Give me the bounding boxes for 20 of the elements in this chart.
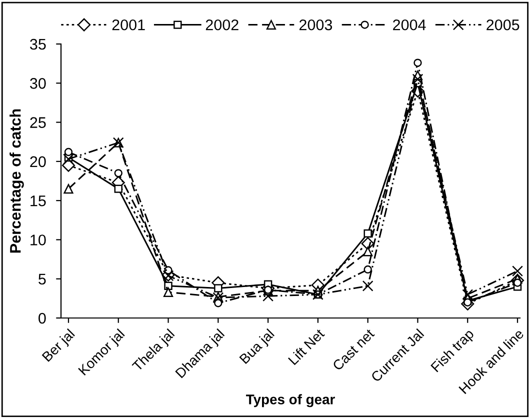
y-tick-label: 10 xyxy=(30,234,46,246)
y-tick-label: 30 xyxy=(30,78,46,89)
legend-label: 2004 xyxy=(393,19,426,30)
y-axis-title: Percentage of catch xyxy=(10,109,24,253)
legend-label: 2003 xyxy=(299,19,332,30)
y-tick-label: 15 xyxy=(30,196,46,206)
x-tick-label: Ber jal xyxy=(41,328,77,364)
x-tick-label: Cast net xyxy=(332,328,375,372)
legend-label: 2001 xyxy=(112,19,145,30)
y-tick-label: 20 xyxy=(30,156,46,168)
x-axis-title: Types of gear xyxy=(246,394,335,408)
x-tick-label: Lift Net xyxy=(288,328,326,366)
x-tick-label: Bua jal xyxy=(238,328,277,366)
y-tick-label: 25 xyxy=(30,117,46,128)
legend-label: 2002 xyxy=(206,19,238,30)
x-tick-label: Fish trap xyxy=(430,328,476,374)
y-tick-label: 0 xyxy=(38,312,46,324)
y-tick-label: 5 xyxy=(38,274,46,285)
y-tick-label: 35 xyxy=(30,38,46,50)
legend-label: 2005 xyxy=(486,19,520,30)
